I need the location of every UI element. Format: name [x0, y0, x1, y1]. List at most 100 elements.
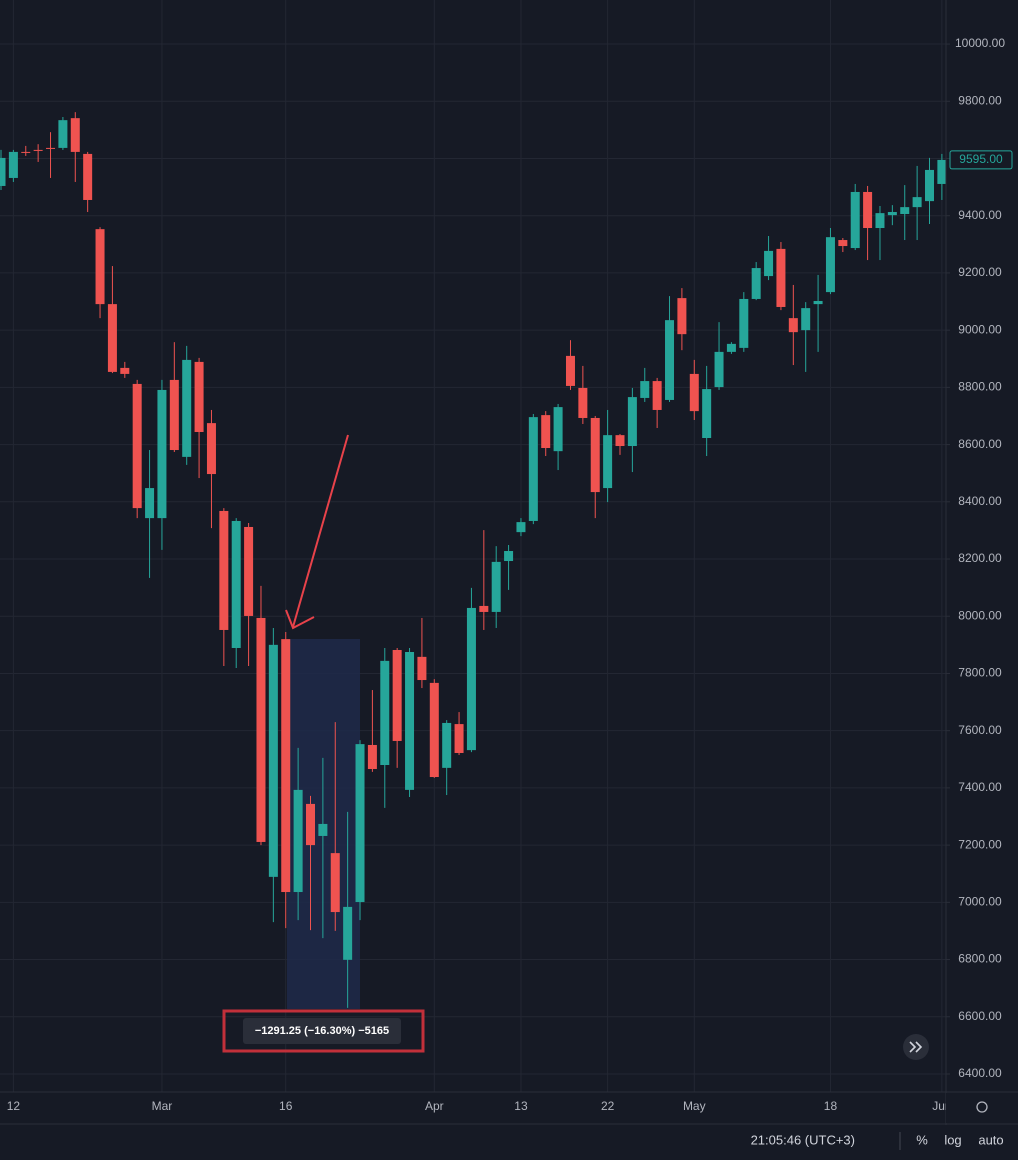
candle-body — [70, 118, 80, 152]
candle-body — [95, 229, 105, 305]
candle-body — [825, 237, 835, 293]
candle-body — [504, 551, 514, 562]
candle-body — [640, 381, 650, 398]
y-tick-label: 9200.00 — [958, 265, 1002, 279]
scroll-icon — [909, 1041, 923, 1053]
candle-body — [850, 191, 860, 249]
candle-body — [157, 389, 167, 519]
candle-body — [726, 343, 736, 352]
candle-body — [194, 361, 204, 432]
candle-body — [479, 605, 489, 612]
y-tick-label: 9800.00 — [958, 93, 1002, 107]
candle-body — [466, 607, 476, 751]
price-axis — [946, 0, 1018, 1125]
x-tick-label: Mar — [152, 1099, 173, 1113]
candle-body — [702, 389, 712, 439]
settings-icon[interactable] — [976, 1101, 988, 1113]
candle-body — [256, 617, 266, 842]
candle-body — [764, 250, 774, 277]
candle-body — [169, 379, 179, 451]
candle-body — [392, 649, 402, 741]
candle-body — [107, 304, 117, 372]
candles — [0, 112, 947, 1008]
y-tick-label: 8000.00 — [958, 608, 1002, 622]
candle-body — [665, 320, 675, 400]
candle-body — [813, 300, 823, 305]
candle-body — [838, 240, 848, 247]
x-tick-label: 13 — [514, 1099, 528, 1113]
candle-body — [887, 211, 897, 216]
candle-body — [912, 197, 922, 208]
candle-body — [58, 120, 68, 148]
candle-body — [875, 213, 885, 229]
candle-body — [937, 159, 947, 184]
y-tick-label: 6800.00 — [958, 952, 1002, 966]
candle-body — [429, 682, 439, 778]
y-axis: 6400.00 6600.00 6800.00 7000.00 7200.00 7400.… — [946, 36, 1005, 1080]
percent-toggle[interactable]: % — [916, 1132, 928, 1147]
candle-body — [281, 639, 291, 893]
candle-body — [541, 415, 551, 449]
candle-body — [83, 153, 93, 200]
candle-body — [206, 423, 216, 475]
candle-body — [652, 381, 662, 410]
y-tick-label: 7000.00 — [958, 894, 1002, 908]
candle-body — [528, 417, 538, 521]
x-tick-label: 22 — [601, 1099, 615, 1113]
candle-body — [863, 191, 873, 229]
last-price-box — [949, 150, 1013, 170]
candle-body — [739, 298, 749, 348]
x-tick-label: 16 — [279, 1099, 293, 1113]
measure-label: −1291.25 (−16.30%) −5165 — [255, 1025, 389, 1037]
highlight-box — [222, 1009, 425, 1053]
candle-body — [677, 298, 687, 335]
y-tick-label: 8600.00 — [958, 437, 1002, 451]
candle-body — [145, 488, 155, 519]
log-toggle[interactable]: log — [944, 1132, 961, 1147]
candle-body — [751, 268, 761, 299]
last-price-label: 9595.00 — [959, 152, 1003, 166]
y-tick-label: 8800.00 — [958, 380, 1002, 394]
candle-body — [454, 724, 464, 753]
candle-body — [900, 207, 910, 214]
candle-body — [8, 151, 18, 178]
candle-body — [627, 397, 637, 447]
auto-toggle[interactable]: auto — [978, 1132, 1003, 1147]
candle-body — [46, 147, 56, 149]
x-tick-label: 18 — [824, 1099, 838, 1113]
candle-body — [925, 169, 934, 202]
x-tick-label: 12 — [7, 1099, 21, 1113]
candle-body — [405, 651, 415, 790]
arrow-head — [285, 609, 315, 630]
candle-body — [590, 417, 600, 493]
candle-body — [33, 149, 43, 151]
y-tick-label: 7800.00 — [958, 666, 1002, 680]
y-tick-label: 8400.00 — [958, 494, 1002, 508]
y-tick-label: 6600.00 — [958, 1009, 1002, 1023]
candle-body — [776, 248, 786, 307]
candle-body — [182, 359, 192, 457]
y-tick-label: 7400.00 — [958, 780, 1002, 794]
candle-body — [516, 522, 526, 533]
candle-body — [578, 387, 588, 418]
y-tick-label: 8200.00 — [958, 551, 1002, 565]
candle-body — [491, 561, 501, 612]
candle-body — [318, 823, 328, 836]
candle-body — [21, 151, 31, 153]
candle-body — [689, 373, 699, 412]
candle-body — [615, 435, 625, 447]
candle-body — [355, 744, 365, 903]
y-tick-label: 9400.00 — [958, 208, 1002, 222]
grid — [0, 0, 946, 1092]
y-tick-label: 6400.00 — [958, 1066, 1002, 1080]
y-tick-label: 10000.00 — [955, 36, 1005, 50]
y-tick-label: 9000.00 — [958, 322, 1002, 336]
time-label: 21:05:46 (UTC+3) — [751, 1132, 855, 1147]
candle-body — [132, 383, 142, 509]
candle-body — [330, 853, 340, 913]
y-tick-label: 7600.00 — [958, 723, 1002, 737]
candle-body — [380, 660, 390, 766]
y-tick-label: 7200.00 — [958, 837, 1002, 851]
